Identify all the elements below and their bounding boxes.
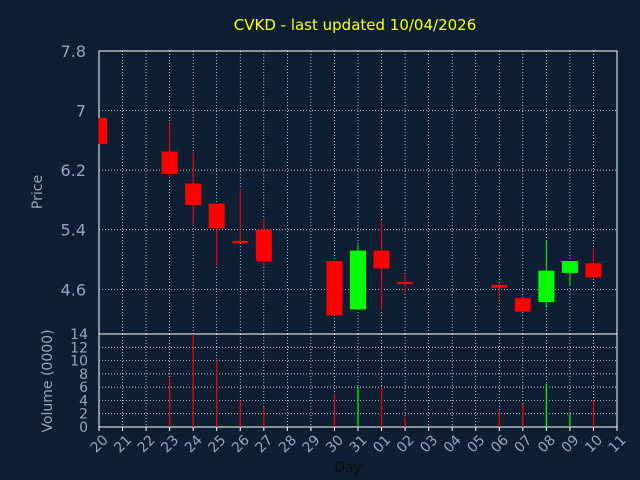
x-tick-label: 20: [88, 432, 112, 456]
candle-body: [397, 281, 414, 284]
x-tick-label: 10: [582, 432, 606, 456]
candle-body: [326, 261, 343, 316]
volume-tick-label: 12: [70, 340, 88, 356]
x-tick-label: 23: [158, 432, 182, 456]
candle-body: [350, 250, 366, 310]
volume-tick-label: 14: [70, 327, 88, 343]
x-tick-label: 08: [535, 432, 559, 456]
x-tick-label: 06: [488, 432, 512, 456]
price-tick-label: 5.4: [61, 221, 86, 240]
x-tick-label: 02: [394, 432, 418, 456]
candle-body: [161, 151, 178, 174]
x-axis-label: Day: [334, 460, 362, 476]
candle-body: [538, 270, 555, 302]
x-tick-label: 26: [229, 432, 253, 456]
volume-tick-label: 2: [79, 407, 88, 423]
x-tick-label: 22: [135, 432, 159, 456]
x-tick-label: 11: [606, 432, 630, 456]
candle-body: [514, 298, 531, 312]
price-tick-label: 6.2: [61, 161, 86, 180]
x-tick-label: 24: [182, 432, 206, 456]
candle-body: [491, 284, 508, 288]
volume-tick-label: 6: [79, 380, 88, 396]
price-tick-label: 7.8: [61, 42, 86, 61]
price-axis-label: Price: [30, 175, 46, 209]
x-tick-label: 31: [347, 432, 371, 456]
price-tick-label: 7: [76, 102, 86, 121]
candle-body: [232, 240, 249, 244]
x-tick-label: 05: [464, 432, 488, 456]
chart-title: CVKD - last updated 10/04/2026: [234, 16, 477, 34]
volume-axis-label: Volume (0000): [40, 329, 56, 432]
candle-body: [373, 250, 390, 269]
x-tick-label: 07: [512, 432, 536, 456]
x-tick-label: 28: [276, 432, 300, 456]
candle-body: [208, 203, 225, 229]
volume-tick-label: 8: [79, 367, 88, 383]
candle-body: [585, 263, 602, 278]
x-tick-label: 27: [253, 432, 277, 456]
x-tick-label: 30: [323, 432, 347, 456]
x-tick-label: 29: [300, 432, 324, 456]
x-tick-label: 04: [441, 432, 465, 456]
candle-body: [561, 261, 578, 273]
price-tick-label: 4.6: [61, 280, 86, 299]
volume-tick-label: 10: [70, 354, 88, 370]
volume-tick-label: 0: [79, 420, 88, 436]
x-tick-label: 09: [559, 432, 583, 456]
candle-body: [99, 118, 107, 145]
x-axis: 20 21 22 23 24 25 26 27 28 29 30 31 01 02 03 04 05 06 07 08…: [88, 427, 630, 456]
x-tick-label: 25: [205, 432, 229, 456]
x-tick-label: 03: [417, 432, 441, 456]
volume-tick-label: 4: [79, 393, 88, 409]
price-panel: 7.8 7 6.2 5.4 4.6: [61, 42, 618, 335]
x-tick-label: 01: [370, 432, 394, 456]
x-tick-label: 21: [111, 432, 135, 456]
candle-body: [255, 229, 272, 262]
candle-body: [185, 183, 202, 206]
